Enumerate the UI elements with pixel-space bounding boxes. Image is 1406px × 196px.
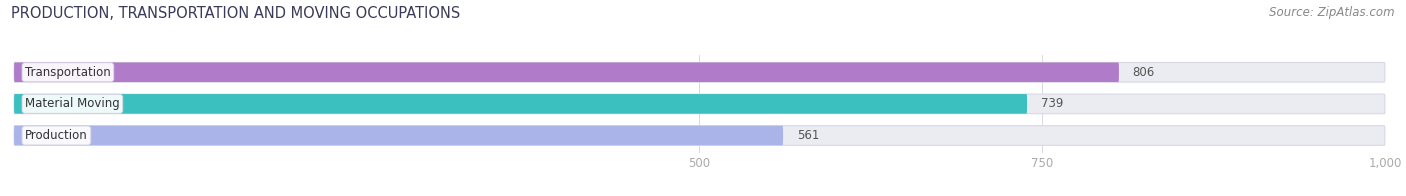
Text: Material Moving: Material Moving <box>25 97 120 110</box>
Text: Transportation: Transportation <box>25 66 111 79</box>
Text: 739: 739 <box>1040 97 1063 110</box>
FancyBboxPatch shape <box>14 126 783 145</box>
FancyBboxPatch shape <box>14 94 1385 114</box>
Text: Source: ZipAtlas.com: Source: ZipAtlas.com <box>1270 6 1395 19</box>
FancyBboxPatch shape <box>14 126 1385 145</box>
FancyBboxPatch shape <box>14 63 1385 82</box>
Text: PRODUCTION, TRANSPORTATION AND MOVING OCCUPATIONS: PRODUCTION, TRANSPORTATION AND MOVING OC… <box>11 6 461 21</box>
Text: 561: 561 <box>797 129 820 142</box>
FancyBboxPatch shape <box>14 94 1028 114</box>
Text: 806: 806 <box>1133 66 1154 79</box>
FancyBboxPatch shape <box>14 63 1119 82</box>
Text: Production: Production <box>25 129 87 142</box>
